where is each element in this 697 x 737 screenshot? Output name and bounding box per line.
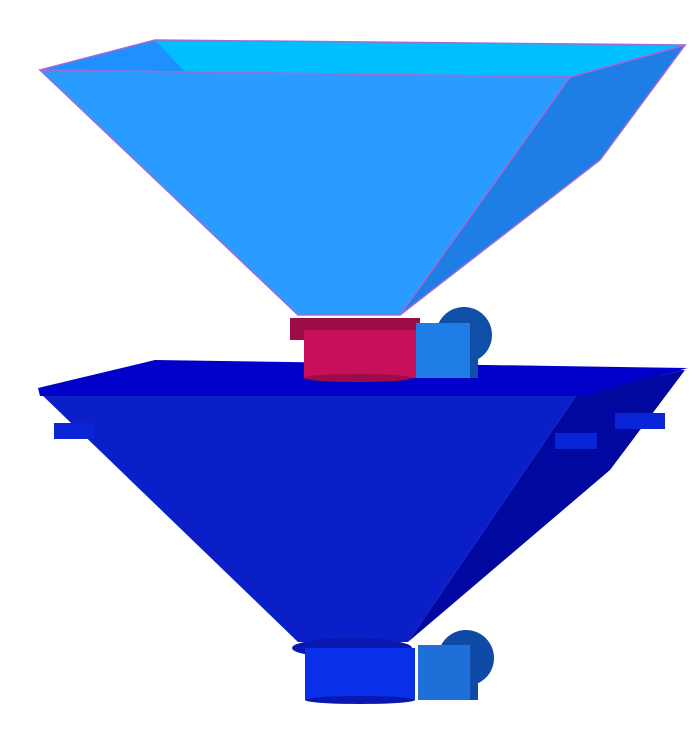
lower-motor-shade [470,645,478,700]
lower-hopper-side-face [408,370,685,642]
lower-hopper-bracket-right [555,433,597,449]
lower-motor-housing [418,645,476,700]
upper-hopper-rim-edge [39,39,686,78]
lower-valve-bottom [305,696,415,704]
upper-motor-housing [416,323,474,378]
upper-motor-shade [470,323,478,378]
lower-hopper-bracket-left [54,423,94,439]
upper-hopper [38,39,687,316]
lower-valve-body [305,648,415,700]
upper-valve-bottom [304,374,412,382]
upper-hopper-inner-wall [40,40,685,77]
lower-hopper-front-face [40,393,578,642]
lower-valve [292,630,494,704]
upper-hopper-left-wall [40,40,185,72]
lower-hopper-bracket-far-right [615,413,665,429]
upper-valve-body [304,330,416,378]
lower-hopper [38,360,688,642]
upper-valve [290,307,492,382]
